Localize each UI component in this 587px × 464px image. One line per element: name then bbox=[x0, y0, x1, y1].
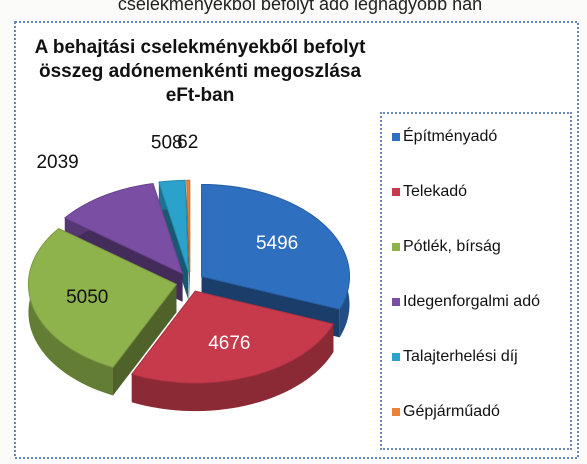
data-label: 5050 bbox=[66, 287, 108, 308]
legend-swatch bbox=[392, 188, 400, 196]
legend-label: Gépjárműadó bbox=[403, 403, 500, 420]
slice-rim bbox=[131, 324, 334, 412]
slice-rim bbox=[28, 228, 113, 396]
chart-title: eFt-ban bbox=[166, 85, 235, 106]
legend-item: Gépjárműadó bbox=[392, 403, 564, 458]
data-label: 5496 bbox=[256, 233, 298, 254]
chart-title: összeg adónemenkénti megoszlása bbox=[39, 61, 361, 82]
data-label: 62 bbox=[177, 132, 198, 153]
legend-label: Telekadó bbox=[403, 183, 468, 200]
legend-label: Pótlék, bírság bbox=[403, 238, 501, 255]
legend-item: Építményadó bbox=[392, 128, 564, 183]
legend-label: Idegenforgalmi adó bbox=[403, 293, 540, 310]
data-label: 2039 bbox=[36, 152, 78, 173]
data-label: 508 bbox=[151, 133, 183, 154]
slice bbox=[63, 182, 184, 275]
legend: Építményadó Telekadó Pótlék, bírság Idegenf… bbox=[380, 112, 572, 450]
slice bbox=[130, 290, 335, 384]
slice bbox=[201, 183, 351, 310]
legend-swatch bbox=[392, 408, 400, 416]
header-text: cselekményekből befolyt adó legnagyobb h… bbox=[118, 0, 482, 14]
legend-item: Talajterhelési díj bbox=[392, 348, 564, 403]
slice bbox=[186, 179, 191, 273]
legend-label: Építményadó bbox=[403, 128, 498, 145]
legend-label: Talajterhelési díj bbox=[403, 348, 518, 365]
chart-title: A behajtási cselekményekből befolyt bbox=[35, 37, 367, 58]
slice bbox=[158, 179, 189, 273]
legend-item: Telekadó bbox=[392, 183, 564, 238]
legend-item: Idegenforgalmi adó bbox=[392, 293, 564, 348]
data-label: 4676 bbox=[208, 333, 250, 354]
legend-swatch bbox=[392, 353, 400, 361]
legend-swatch bbox=[392, 298, 400, 306]
legend-swatch bbox=[392, 133, 400, 141]
legend-swatch bbox=[392, 243, 400, 251]
legend-item: Pótlék, bírság bbox=[392, 238, 564, 293]
slice bbox=[27, 227, 178, 369]
slice-side bbox=[112, 284, 177, 396]
